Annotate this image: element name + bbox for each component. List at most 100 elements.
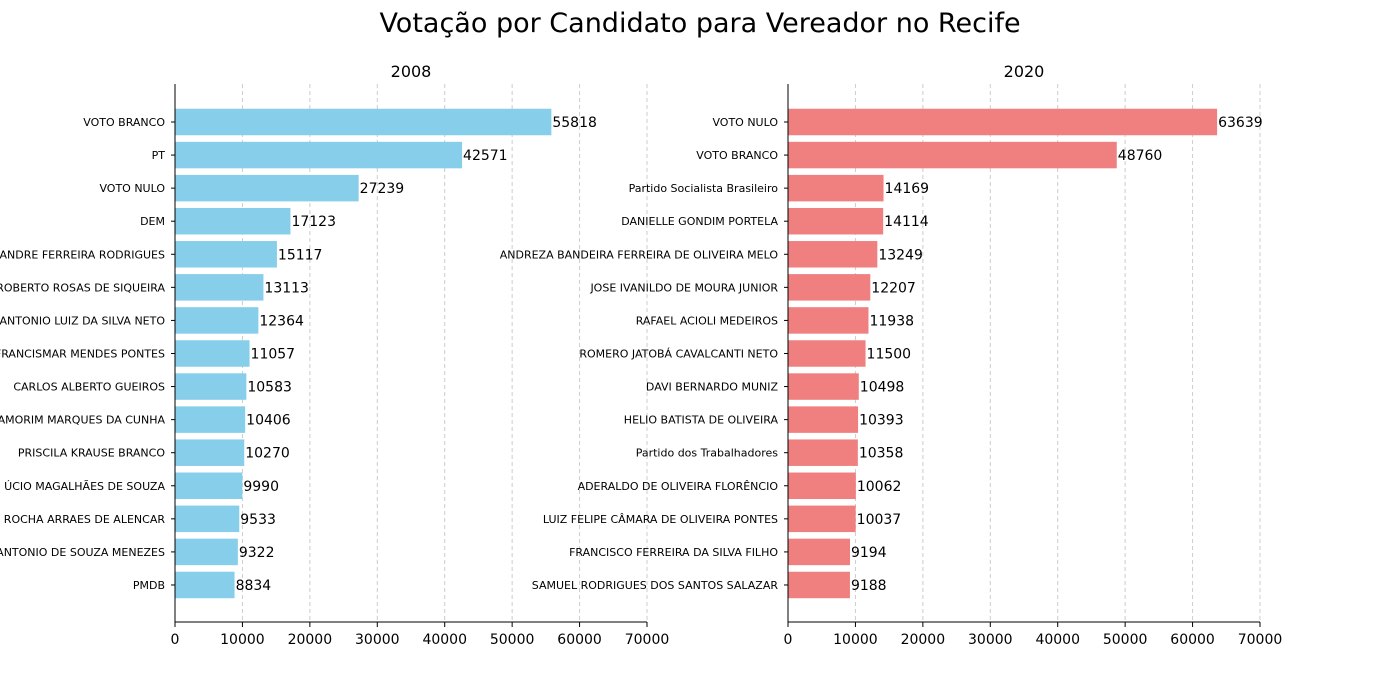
category-label: ANDRE FERREIRA RODRIGUES: [0, 248, 165, 261]
category-label: PMDB: [133, 579, 165, 592]
category-label: Partido Socialista Brasileiro: [629, 182, 779, 195]
category-label: LUIZ FELIPE CÂMARA DE OLIVEIRA PONTES: [543, 513, 778, 526]
bar-value-label: 10062: [857, 479, 902, 495]
x-tick-label: 40000: [1035, 632, 1080, 648]
bar: [788, 340, 866, 367]
bar: [175, 274, 264, 301]
x-tick-label: 0: [171, 632, 180, 648]
bar: [175, 108, 552, 136]
bar: [788, 108, 1218, 136]
bar-value-label: 10393: [859, 413, 904, 429]
bar: [175, 406, 246, 433]
bar-value-label: 27239: [360, 181, 405, 197]
bar: [788, 439, 858, 466]
bar-value-label: 10037: [857, 512, 902, 528]
category-label: CARLOS ALBERTO GUEIROS: [13, 381, 165, 394]
x-tick-label: 50000: [1103, 632, 1148, 648]
category-label: HELIO BATISTA DE OLIVEIRA: [624, 414, 779, 427]
bar-value-label: 42571: [463, 148, 508, 164]
category-label: VOTO BRANCO: [83, 116, 165, 129]
bar-value-label: 11938: [869, 313, 914, 329]
category-label: ROBERTO ROSAS DE SIQUEIRA: [0, 281, 165, 294]
bar: [788, 274, 871, 301]
bar: [788, 307, 869, 334]
bar-value-label: 55818: [552, 115, 597, 131]
bar: [788, 207, 884, 235]
bar-value-label: 10270: [245, 446, 290, 462]
bar-value-label: 9322: [239, 545, 275, 561]
bar-value-label: 9990: [243, 479, 279, 495]
x-tick-label: 60000: [1170, 632, 1215, 648]
bar: [175, 505, 240, 533]
bar-value-label: 14114: [884, 214, 929, 230]
bar-value-label: 9188: [851, 578, 887, 594]
bar-value-label: 13249: [878, 247, 923, 263]
category-label: VOTO NULO: [712, 116, 778, 129]
bar-value-label: 48760: [1118, 148, 1163, 164]
bar: [175, 373, 247, 400]
bar-value-label: 11057: [251, 346, 296, 362]
category-label: ADERALDO DE OLIVEIRA FLORÊNCIO: [578, 480, 779, 493]
category-label: ANDREZA BANDEIRA FERREIRA DE OLIVEIRA ME…: [500, 248, 779, 261]
panel-title: 2008: [391, 62, 432, 81]
bar: [788, 538, 850, 566]
bar-value-label: 14169: [885, 181, 930, 197]
bar: [788, 472, 856, 500]
bar-value-label: 10498: [860, 380, 905, 396]
bar: [175, 439, 245, 466]
bar: [788, 174, 884, 202]
bar: [788, 571, 850, 599]
x-tick-label: 60000: [557, 632, 602, 648]
bar-value-label: 17123: [291, 214, 336, 230]
x-tick-label: 40000: [422, 632, 467, 648]
category-label: VOTO NULO: [99, 182, 165, 195]
bar: [175, 472, 243, 500]
category-label: Partido dos Trabalhadores: [636, 447, 779, 460]
x-tick-label: 20000: [288, 632, 333, 648]
bar: [175, 571, 235, 599]
category-label: JOSE IVANILDO DE MOURA JUNIOR: [589, 281, 778, 294]
category-label: RAFAEL ACIOLI MEDEIROS: [636, 314, 778, 327]
category-label: FRANCISCO FERREIRA DA SILVA FILHO: [569, 546, 778, 559]
x-tick-label: 10000: [220, 632, 265, 648]
bar-value-label: 15117: [278, 247, 323, 263]
category-label: PRISCILA KRAUSE BRANCO: [18, 447, 165, 460]
x-tick-label: 20000: [901, 632, 946, 648]
bar-value-label: 12207: [871, 280, 916, 296]
bar: [175, 307, 259, 334]
category-label: DAVI BERNARDO MUNIZ: [646, 381, 779, 394]
bar-value-label: 10358: [859, 446, 904, 462]
bar: [175, 340, 250, 367]
bar-value-label: 12364: [259, 313, 304, 329]
category-label: DANIELLE GONDIM PORTELA: [621, 215, 778, 228]
bar-value-label: 8834: [236, 578, 272, 594]
bar: [175, 141, 463, 169]
bar: [175, 241, 277, 268]
category-label: ANTONIO LUIZ DA SILVA NETO: [0, 314, 165, 327]
category-label: ROMERO JATOBÁ CAVALCANTI NETO: [579, 347, 778, 360]
bar-value-label: 11500: [867, 346, 912, 362]
category-label: SAMUEL RODRIGUES DOS SANTOS SALAZAR: [532, 579, 779, 592]
bar-value-label: 9533: [240, 512, 276, 528]
category-label: ÚCIO MAGALHÃES DE SOUZA: [4, 480, 165, 493]
x-tick-label: 10000: [833, 632, 878, 648]
bar: [788, 241, 878, 268]
x-tick-label: 70000: [1238, 632, 1283, 648]
category-label: VOTO BRANCO: [696, 149, 778, 162]
bar: [788, 505, 856, 533]
bar-value-label: 10583: [247, 380, 292, 396]
bar-value-label: 63639: [1218, 115, 1263, 131]
category-label: ROCHA ARRAES DE ALENCAR: [4, 513, 166, 526]
category-label: AMORIM MARQUES DA CUNHA: [0, 414, 165, 427]
bar: [788, 406, 859, 433]
panel-title: 2020: [1004, 62, 1045, 81]
bar: [788, 373, 859, 400]
bar: [175, 174, 359, 202]
x-tick-label: 30000: [968, 632, 1013, 648]
category-label: DEM: [140, 215, 165, 228]
x-tick-label: 70000: [625, 632, 670, 648]
bar: [175, 207, 291, 235]
bar-value-label: 10406: [246, 413, 291, 429]
bar-value-label: 9194: [851, 545, 887, 561]
